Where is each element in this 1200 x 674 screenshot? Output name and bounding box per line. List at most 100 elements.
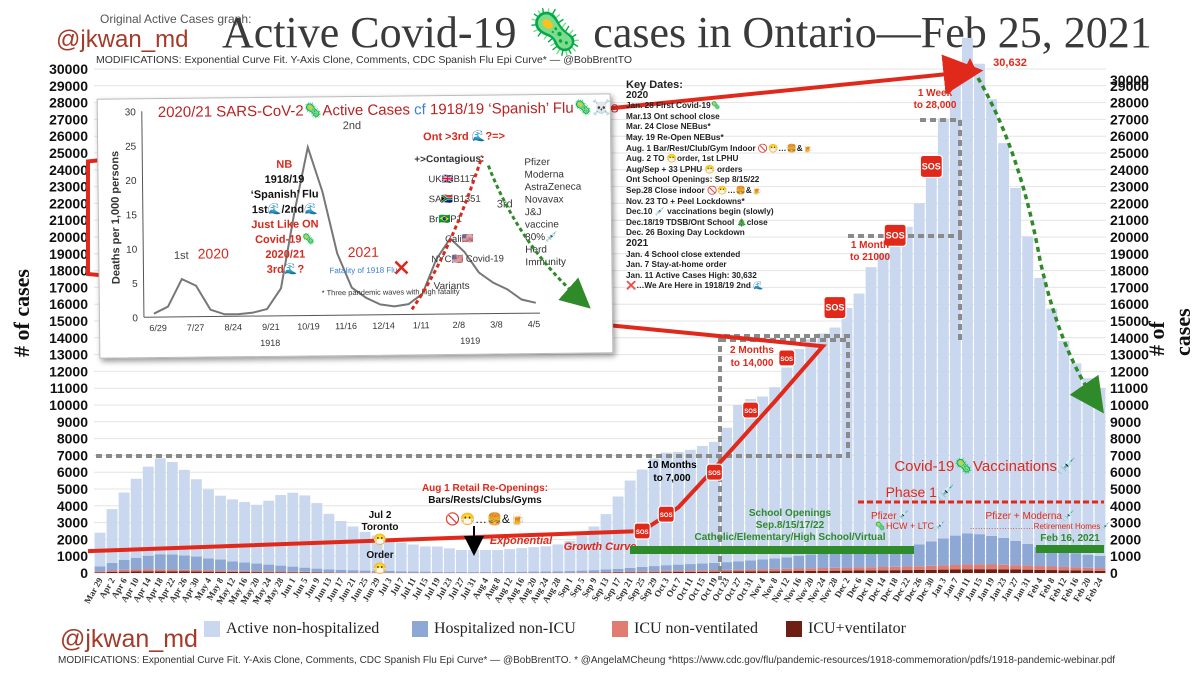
icu-bar (1094, 568, 1106, 571)
inset-nb-line: 1918/19 (265, 174, 305, 186)
hospitalized-bar (1058, 551, 1070, 567)
icu-bar (624, 571, 636, 573)
hospitalized-bar (395, 571, 407, 573)
legend-swatch (612, 621, 628, 637)
school-green-bar (630, 546, 914, 554)
active-bar (817, 333, 829, 554)
y-tick-left: 10000 (49, 397, 88, 413)
key-date-item: Ont School Openings: Sep 8/15/22 (626, 175, 760, 185)
icu-vent-bar (263, 572, 275, 573)
inset-y-tick: 20 (125, 176, 137, 187)
active-bar (106, 509, 118, 563)
icu-vent-bar (287, 572, 299, 573)
hospitalized-bar (227, 561, 238, 571)
icu-vent-bar (1022, 569, 1034, 573)
y-tick-left: 13000 (49, 347, 88, 363)
y-tick-left: 23000 (49, 179, 88, 195)
active-bar (178, 469, 190, 556)
school-openings-types: Catholic/Elementary/High School/Virtual (695, 532, 886, 543)
hospitalized-bar (371, 570, 383, 573)
y-tick-left: 30000 (49, 61, 88, 77)
icu-bar (1058, 566, 1070, 571)
hospitalized-bar (528, 571, 540, 573)
y-tick-left: 14000 (49, 330, 88, 346)
active-bar (166, 462, 178, 555)
legend-item: Hospitalized non-ICU (412, 620, 576, 638)
y-tick-right: 26000 (1110, 128, 1149, 144)
active-bar (299, 495, 311, 568)
hospitalized-bar (709, 562, 720, 571)
inset-x-axis (143, 312, 540, 318)
y-tick-right: 14000 (1110, 330, 1149, 346)
y-tick-left: 19000 (49, 246, 88, 262)
ten-months-value: to 7,000 (653, 473, 691, 484)
inset-x-tick: 12/14 (372, 321, 395, 331)
hospitalized-bar (913, 544, 925, 567)
icu-vent-bar (793, 570, 805, 573)
icu-bar (190, 569, 202, 572)
hospitalized-bar (443, 571, 455, 573)
icu-bar (793, 568, 805, 571)
we-are-here-x (394, 260, 409, 275)
hospitalized-bar (419, 571, 431, 573)
inset-nb-line: 2020/21 (265, 249, 305, 261)
y-tick-right: 20000 (1110, 229, 1149, 245)
y-tick-left: 3000 (57, 515, 88, 531)
icu-vent-bar (769, 571, 781, 573)
y-tick-left: 17000 (49, 279, 88, 295)
y-tick-right: 3000 (1110, 515, 1141, 531)
inset-x-tick: 3/8 (490, 319, 503, 329)
active-bar (709, 441, 720, 563)
inset-variant: Br🇧🇷P1 (429, 213, 462, 225)
hospitalized-bar (865, 549, 877, 568)
two-months-label: 2 Months (730, 345, 774, 356)
inset-variant: UK🇬🇧B117 (428, 173, 475, 185)
key-date-item: Dec.18/19 TDSB/Ont School 🎄close (626, 217, 768, 227)
hospitalized-bar (383, 571, 395, 573)
hospitalized-bar (841, 551, 853, 568)
active-bar (1022, 236, 1034, 544)
key-date-item: Aug/Sep + 33 LPHU 😷 orders (626, 164, 743, 174)
hospitalized-bar (793, 555, 805, 569)
y-tick-left: 29000 (49, 78, 88, 94)
key-date-item: Jan. 7 Stay-at-home order (626, 260, 727, 270)
y-tick-right: 13000 (1110, 347, 1149, 363)
icu-bar (709, 570, 720, 572)
y-tick-right: 4000 (1110, 498, 1141, 514)
active-bar (419, 546, 431, 572)
active-bar (1010, 187, 1022, 541)
active-bar (130, 478, 142, 558)
active-bar (287, 492, 299, 567)
hospitalized-bar (829, 552, 841, 568)
icu-bar (672, 570, 684, 572)
inset-x-tick: 8/24 (224, 322, 242, 332)
y-tick-left: 24000 (49, 162, 88, 178)
hospitalized-bar (962, 533, 973, 565)
icu-vent-bar (215, 571, 226, 573)
sos-label: SOS (886, 230, 905, 240)
grey-dashed-box-28000 (920, 118, 962, 236)
inset-vaccine-item: AstraZeneca (525, 182, 582, 194)
y-tick-right: 23000 (1110, 179, 1149, 195)
inset-contagious-title: +>Contagious: (414, 154, 484, 166)
active-bar (721, 427, 732, 563)
inset-nb-line: 1st🌊/2nd🌊 (252, 202, 318, 216)
hospitalized-bar (757, 559, 769, 570)
inset-year-1918: 1918 (260, 338, 280, 348)
hospitalized-bar (1094, 555, 1106, 569)
hospitalized-bar (1034, 546, 1046, 567)
icu-bar (94, 571, 106, 573)
y-tick-left: 2000 (57, 531, 88, 547)
icu-bar (299, 571, 311, 573)
icu-bar (1070, 567, 1082, 571)
icu-vent-bar (913, 569, 925, 573)
y-tick-right: 12000 (1110, 363, 1149, 379)
inset-vaccine-item: Pfizer (524, 157, 550, 168)
aug1-reopenings-title: Aug 1 Retail Re-Openings: (422, 483, 548, 494)
y-tick-left: 7000 (57, 447, 88, 463)
active-bar (552, 544, 564, 572)
sos-sign (633, 522, 651, 540)
icu-bar (323, 572, 335, 573)
y-tick-left: 6000 (57, 464, 88, 480)
icu-bar (239, 570, 251, 573)
